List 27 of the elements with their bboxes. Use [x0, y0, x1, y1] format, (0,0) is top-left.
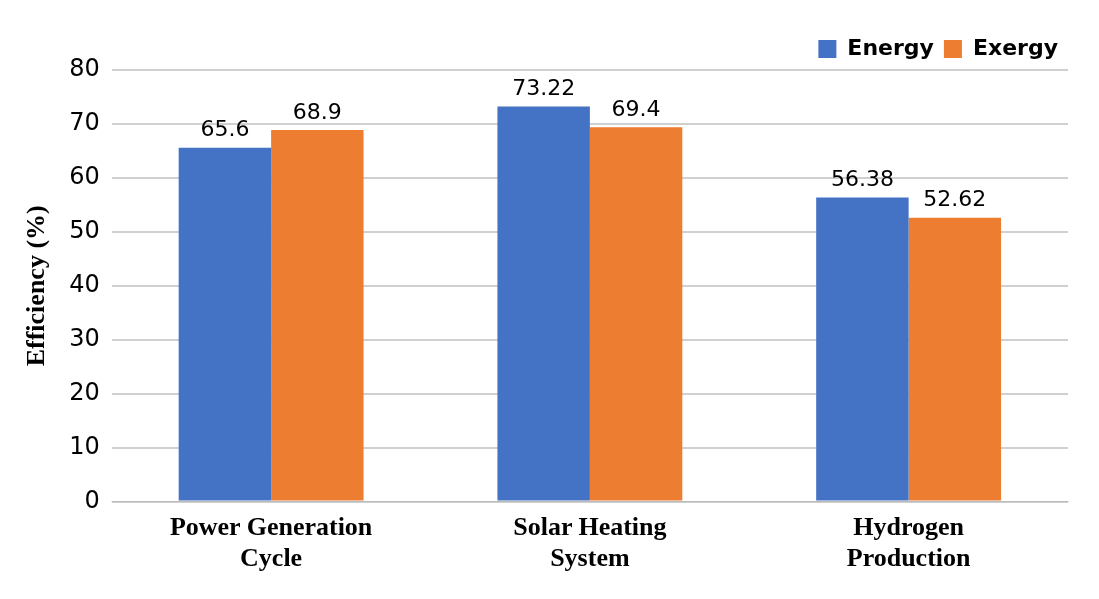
bar [497, 106, 590, 501]
y-axis-title: Efficiency (%) [21, 205, 51, 367]
y-tick-label: 0 [84, 485, 100, 514]
bar [908, 217, 1002, 501]
y-tick-label: 60 [69, 162, 100, 191]
y-tick-label: 40 [69, 270, 100, 299]
data-label: 56.38 [830, 166, 894, 192]
bar [178, 147, 272, 501]
legend-label: Exergy [972, 34, 1058, 60]
x-tick-label: Hydrogen Production [846, 511, 972, 573]
legend-label: Energy [847, 34, 934, 60]
data-label: 73.22 [512, 75, 576, 101]
y-tick-label: 70 [69, 108, 100, 137]
bar [589, 127, 683, 501]
y-tick-label: 30 [69, 323, 100, 352]
bar [816, 197, 909, 501]
y-tick-label: 50 [69, 216, 100, 245]
y-tick-label: 80 [69, 54, 100, 83]
data-label: 69.4 [611, 95, 661, 121]
data-label: 65.6 [200, 116, 250, 142]
x-tick-label: Solar Heating System [513, 511, 667, 573]
data-label: 52.62 [923, 186, 987, 212]
bar [271, 129, 364, 501]
data-label: 68.9 [292, 98, 342, 124]
y-tick-label: 20 [69, 377, 100, 406]
x-tick-label: Power Generation Cycle [169, 511, 373, 573]
y-tick-label: 10 [69, 431, 100, 460]
